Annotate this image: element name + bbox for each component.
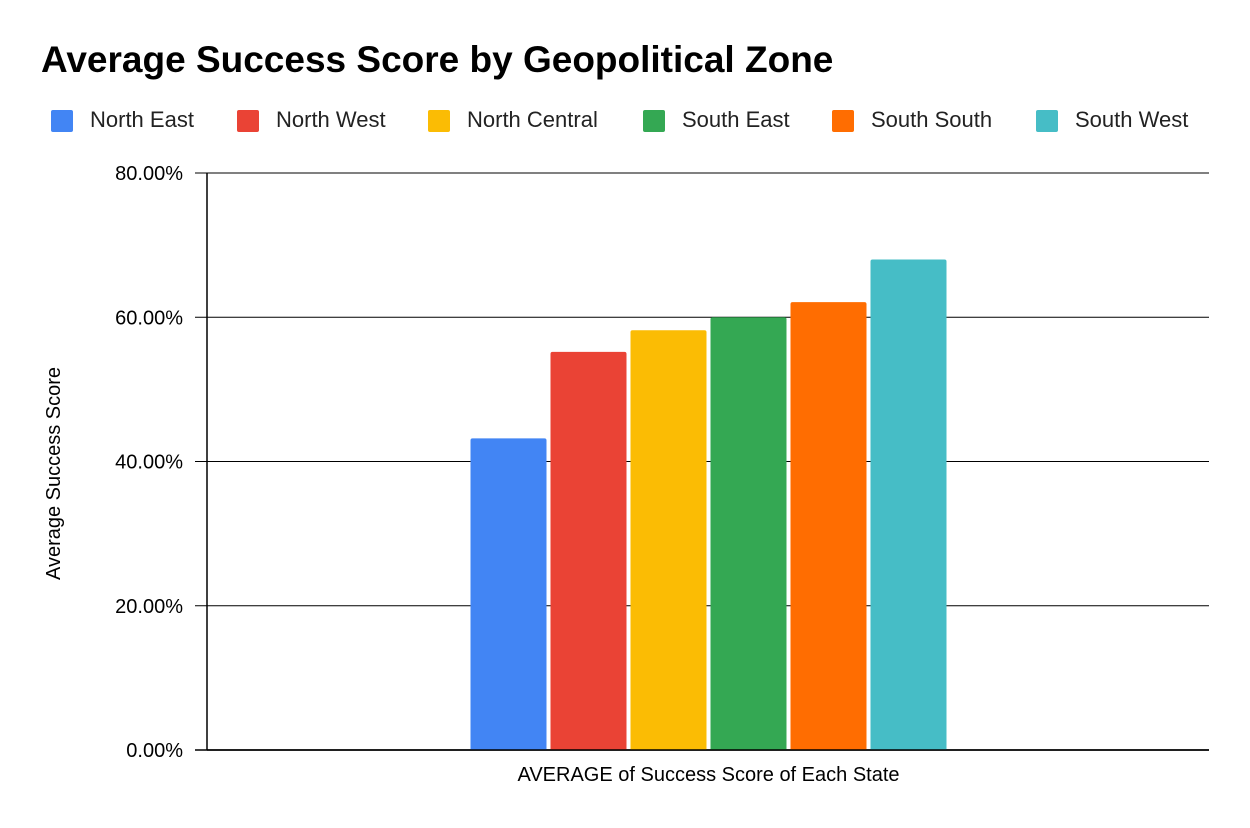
x-axis-title: AVERAGE of Success Score of Each State <box>517 764 899 786</box>
bar-north-central[interactable] <box>630 330 707 750</box>
legend-swatch-south-south <box>832 110 854 132</box>
y-tick-label-0: 0.00% <box>126 740 183 762</box>
bars <box>470 259 947 750</box>
bar-north-west[interactable] <box>550 351 627 750</box>
chart-title: Average Success Score by Geopolitical Zo… <box>41 39 834 80</box>
legend-label-north-east: North East <box>90 107 194 132</box>
legend-label-south-east: South East <box>682 107 790 132</box>
bar-south-west[interactable] <box>870 259 947 750</box>
y-tick-label-2: 40.00% <box>115 452 183 474</box>
bar-north-east[interactable] <box>470 438 547 750</box>
bar-south-south[interactable] <box>790 302 867 750</box>
legend-label-south-south: South South <box>871 107 993 132</box>
bar-south-east[interactable] <box>710 317 787 750</box>
legend-label-south-west: South West <box>1075 107 1189 132</box>
y-tick-labels: 0.00% 20.00% 40.00% 60.00% 80.00% <box>115 163 183 762</box>
legend-swatch-north-central <box>428 110 450 132</box>
y-tick-label-1: 20.00% <box>115 596 183 618</box>
legend-swatch-south-east <box>643 110 665 132</box>
legend-swatch-north-east <box>51 110 73 132</box>
legend-swatch-south-west <box>1036 110 1058 132</box>
y-tick-label-4: 80.00% <box>115 163 183 185</box>
legend-swatch-north-west <box>237 110 259 132</box>
y-tick-label-3: 60.00% <box>115 307 183 329</box>
y-axis-title: Average Success Score <box>43 367 65 580</box>
legend-label-north-west: North West <box>276 107 386 132</box>
legend-label-north-central: North Central <box>467 107 598 132</box>
